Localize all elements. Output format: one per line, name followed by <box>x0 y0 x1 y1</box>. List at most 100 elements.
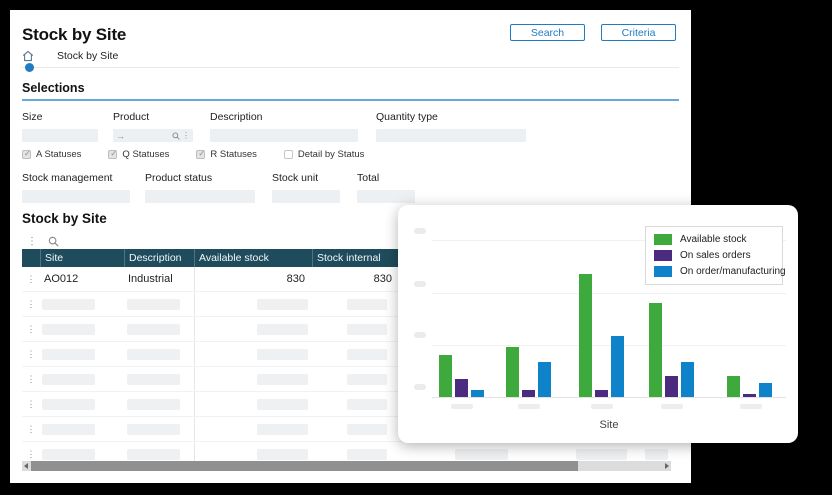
checkbox-box[interactable] <box>196 149 206 159</box>
x-tick-label <box>518 404 540 409</box>
bar-on-sales-orders[interactable] <box>455 379 468 397</box>
placeholder-pill <box>347 348 387 360</box>
horizontal-scrollbar[interactable] <box>22 461 671 471</box>
x-tick-label <box>661 404 683 409</box>
checkbox-a-statuses[interactable]: A Statuses <box>22 149 81 160</box>
field-label: Stock management <box>22 172 113 184</box>
checkbox-label: Detail by Status <box>297 149 365 160</box>
placeholder-pill <box>257 373 308 385</box>
scroll-right-arrow-icon[interactable] <box>665 463 669 469</box>
row-kebab-icon[interactable]: ⋮ <box>26 273 36 284</box>
column-header-description[interactable]: Description <box>124 249 194 267</box>
chart-card: Available stock On sales orders On order/m… <box>398 205 798 443</box>
placeholder-pill <box>42 398 95 410</box>
product-input[interactable]: → ⋮ <box>113 129 193 142</box>
grid-menu-kebab-icon[interactable]: ⋮ <box>27 235 37 247</box>
placeholder-pill <box>42 323 95 335</box>
row-kebab-icon[interactable]: ⋮ <box>26 348 36 359</box>
total-input[interactable] <box>357 190 415 203</box>
bar-available-stock[interactable] <box>727 376 740 397</box>
table-header-kebab-col <box>22 249 40 267</box>
stock-unit-input[interactable] <box>272 190 340 203</box>
checkbox-box[interactable] <box>22 149 31 159</box>
checkbox-detail-by-status[interactable]: Detail by Status <box>283 149 365 160</box>
x-tick-label <box>591 404 613 409</box>
product-status-input[interactable] <box>145 190 255 203</box>
cell-description: Industrial <box>128 273 173 285</box>
stock-table: Site Description Available stock Stock inte… <box>22 249 670 467</box>
grid-search-icon[interactable] <box>48 236 59 247</box>
chart-gridline <box>432 345 786 346</box>
chart-gridline <box>432 240 786 241</box>
search-button[interactable]: Search <box>510 24 585 41</box>
placeholder-pill <box>257 348 308 360</box>
field-label: Product status <box>145 172 213 184</box>
bar-on-sales-orders[interactable] <box>743 394 756 397</box>
checkbox-box[interactable] <box>108 149 118 159</box>
bar-on-order-manufacturing[interactable] <box>611 336 624 397</box>
selections-heading: Selections <box>22 81 85 95</box>
breadcrumb-label[interactable]: Stock by Site <box>57 50 119 62</box>
row-kebab-icon[interactable]: ⋮ <box>26 448 36 459</box>
size-input[interactable] <box>22 129 98 142</box>
bar-on-order-manufacturing[interactable] <box>538 362 551 397</box>
bar-on-order-manufacturing[interactable] <box>471 390 484 397</box>
field-quantity-type: Quantity type <box>376 111 526 142</box>
row-kebab-icon[interactable]: ⋮ <box>26 398 36 409</box>
x-tick-label <box>451 404 473 409</box>
field-stock-management: Stock management <box>22 172 130 203</box>
page-title: Stock by Site <box>22 25 127 44</box>
bar-on-order-manufacturing[interactable] <box>681 362 694 397</box>
selections-divider <box>22 99 679 101</box>
row-kebab-icon[interactable]: ⋮ <box>26 323 36 334</box>
bar-on-order-manufacturing[interactable] <box>759 383 772 397</box>
quantity-type-input[interactable] <box>376 129 526 142</box>
row-kebab-icon[interactable]: ⋮ <box>26 298 36 309</box>
bar-on-sales-orders[interactable] <box>522 390 535 397</box>
row-kebab-icon[interactable]: ⋮ <box>26 373 36 384</box>
search-icon[interactable] <box>172 131 180 140</box>
scroll-left-arrow-icon[interactable] <box>24 463 28 469</box>
home-icon[interactable] <box>22 50 34 62</box>
column-header-site[interactable]: Site <box>40 249 124 267</box>
bar-on-sales-orders[interactable] <box>665 376 678 397</box>
criteria-button[interactable]: Criteria <box>601 24 676 41</box>
chart-xlabel: Site <box>599 419 619 431</box>
bar-available-stock[interactable] <box>506 347 519 397</box>
placeholder-pill <box>645 448 668 460</box>
bar-group <box>649 303 694 397</box>
placeholder-pill <box>42 423 95 435</box>
cell-available-stock: 830 <box>194 267 312 291</box>
bar-available-stock[interactable] <box>439 355 452 397</box>
scrollbar-thumb[interactable] <box>31 461 578 471</box>
kebab-menu-icon[interactable]: ⋮ <box>182 131 190 140</box>
field-product-status: Product status <box>145 172 255 203</box>
bar-group <box>506 347 551 397</box>
arrow-right-icon: → <box>116 130 125 141</box>
field-description: Description <box>210 111 358 142</box>
legend-item-on-order-manufacturing: On order/manufacturing <box>654 266 786 277</box>
checkbox-r-statuses[interactable]: R Statuses <box>196 149 257 160</box>
checkbox-label: R Statuses <box>210 149 257 160</box>
legend-swatch <box>654 234 672 245</box>
column-header-available-stock[interactable]: Available stock <box>194 249 312 267</box>
placeholder-pill <box>347 298 387 310</box>
stock-management-input[interactable] <box>22 190 130 203</box>
field-label: Total <box>357 172 380 184</box>
placeholder-pill <box>42 348 95 360</box>
y-tick-label <box>414 228 426 234</box>
checkbox-box[interactable] <box>283 150 293 159</box>
description-input[interactable] <box>210 129 358 142</box>
checkbox-q-statuses[interactable]: Q Statuses <box>108 149 169 160</box>
field-label: Product <box>113 111 150 123</box>
placeholder-pill <box>127 373 180 385</box>
bar-available-stock[interactable] <box>579 274 592 397</box>
status-checkboxes: A Statuses Q Statuses R Statuses Detail by … <box>22 149 391 160</box>
grid-toolbar: ⋮ <box>27 236 59 247</box>
bar-on-sales-orders[interactable] <box>595 390 608 397</box>
column-header-stock-internal[interactable]: Stock internal <box>312 249 399 267</box>
placeholder-pill <box>347 373 387 385</box>
bar-available-stock[interactable] <box>649 303 662 397</box>
row-kebab-icon[interactable]: ⋮ <box>26 423 36 434</box>
placeholder-pill <box>576 448 627 460</box>
